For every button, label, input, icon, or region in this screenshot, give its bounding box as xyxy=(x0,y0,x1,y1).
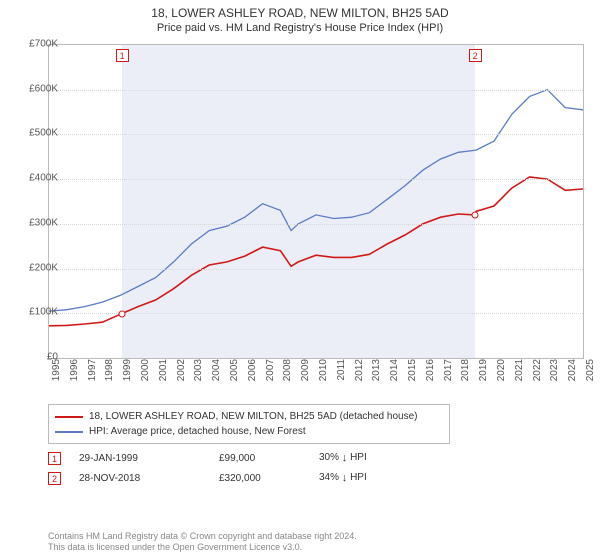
x-axis-label: 2024 xyxy=(567,359,578,389)
sale-marker-box-1: 1 xyxy=(116,49,129,62)
x-axis-label: 2006 xyxy=(247,359,258,389)
x-axis-label: 2025 xyxy=(585,359,596,389)
legend-row: 18, LOWER ASHLEY ROAD, NEW MILTON, BH25 … xyxy=(55,409,443,424)
x-axis-label: 2001 xyxy=(158,359,169,389)
footer-line-1: Contains HM Land Registry data © Crown c… xyxy=(48,531,357,543)
sale-price: £99,000 xyxy=(219,453,319,464)
y-axis-label: £500K xyxy=(14,128,58,139)
x-axis-label: 2022 xyxy=(532,359,543,389)
gridline xyxy=(49,269,583,270)
sale-row-marker: 1 xyxy=(48,452,61,465)
y-axis-label: £200K xyxy=(14,262,58,273)
legend: 18, LOWER ASHLEY ROAD, NEW MILTON, BH25 … xyxy=(48,404,450,444)
legend-label: 18, LOWER ASHLEY ROAD, NEW MILTON, BH25 … xyxy=(89,409,417,424)
x-axis-label: 2017 xyxy=(443,359,454,389)
sale-date: 29-JAN-1999 xyxy=(79,453,219,464)
x-axis-label: 1995 xyxy=(51,359,62,389)
chart-subtitle: Price paid vs. HM Land Registry's House … xyxy=(0,22,600,40)
sales-table: 1 29-JAN-1999£99,00030% ↓ HPI 2 28-NOV-2018… xyxy=(48,448,584,488)
x-axis-label: 2015 xyxy=(407,359,418,389)
x-axis-label: 2013 xyxy=(371,359,382,389)
x-axis-label: 2005 xyxy=(229,359,240,389)
sale-row-marker: 2 xyxy=(48,472,61,485)
x-axis-label: 2011 xyxy=(336,359,347,389)
sale-point-2 xyxy=(471,211,478,218)
x-axis-label: 2010 xyxy=(318,359,329,389)
x-axis-label: 2012 xyxy=(354,359,365,389)
sale-date: 28-NOV-2018 xyxy=(79,473,219,484)
sale-marker-box-2: 2 xyxy=(469,49,482,62)
x-axis-label: 2002 xyxy=(176,359,187,389)
x-axis-label: 2016 xyxy=(425,359,436,389)
x-axis-label: 2009 xyxy=(300,359,311,389)
y-axis-label: £400K xyxy=(14,173,58,184)
x-axis-label: 2007 xyxy=(265,359,276,389)
footer-license: Contains HM Land Registry data © Crown c… xyxy=(48,531,357,554)
x-axis-label: 2000 xyxy=(140,359,151,389)
legend-swatch xyxy=(55,416,83,418)
sale-point-1 xyxy=(118,310,125,317)
y-axis-label: £600K xyxy=(14,83,58,94)
x-axis-label: 1997 xyxy=(87,359,98,389)
x-axis-label: 1999 xyxy=(122,359,133,389)
x-axis-label: 2004 xyxy=(211,359,222,389)
x-axis-label: 2014 xyxy=(389,359,400,389)
chart-title: 18, LOWER ASHLEY ROAD, NEW MILTON, BH25 … xyxy=(0,0,600,22)
legend-row: HPI: Average price, detached house, New … xyxy=(55,424,443,439)
sale-change-vs-hpi: 34% ↓ HPI xyxy=(319,472,439,484)
series-property xyxy=(49,177,583,326)
x-axis-label: 1998 xyxy=(104,359,115,389)
sale-row: 2 28-NOV-2018£320,00034% ↓ HPI xyxy=(48,468,584,488)
series-hpi xyxy=(49,90,583,311)
y-axis-label: £300K xyxy=(14,217,58,228)
chart-plot-area: 12 xyxy=(48,44,584,359)
sale-price: £320,000 xyxy=(219,473,319,484)
x-axis-label: 2021 xyxy=(514,359,525,389)
chart-svg xyxy=(49,45,583,358)
x-axis-label: 2008 xyxy=(282,359,293,389)
footer-line-2: This data is licensed under the Open Gov… xyxy=(48,542,357,554)
y-axis-label: £700K xyxy=(14,39,58,50)
sale-change-vs-hpi: 30% ↓ HPI xyxy=(319,452,439,464)
gridline xyxy=(49,134,583,135)
gridline xyxy=(49,90,583,91)
x-axis-label: 2023 xyxy=(549,359,560,389)
gridline xyxy=(49,179,583,180)
legend-swatch xyxy=(55,431,83,433)
x-axis-label: 2018 xyxy=(460,359,471,389)
sale-row: 1 29-JAN-1999£99,00030% ↓ HPI xyxy=(48,448,584,468)
gridline xyxy=(49,224,583,225)
x-axis-label: 2020 xyxy=(496,359,507,389)
gridline xyxy=(49,313,583,314)
x-axis-label: 1996 xyxy=(69,359,80,389)
x-axis-label: 2003 xyxy=(193,359,204,389)
legend-label: HPI: Average price, detached house, New … xyxy=(89,424,306,439)
x-axis-label: 2019 xyxy=(478,359,489,389)
y-axis-label: £100K xyxy=(14,307,58,318)
